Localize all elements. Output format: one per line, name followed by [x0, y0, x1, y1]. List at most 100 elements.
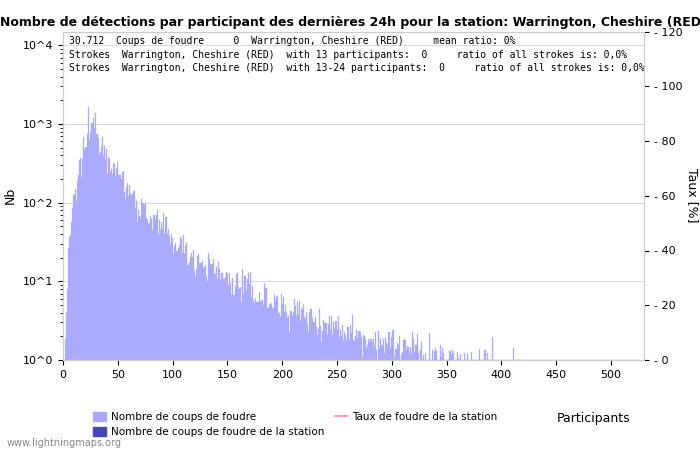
- Bar: [506, 360, 507, 450]
- Bar: [124, 192, 125, 450]
- Bar: [85, 147, 87, 450]
- Bar: [476, 360, 477, 450]
- Bar: [447, 360, 448, 450]
- Bar: [500, 360, 501, 450]
- Bar: [455, 360, 456, 450]
- Bar: [525, 360, 526, 450]
- Bar: [610, 360, 612, 450]
- Bar: [215, 274, 216, 450]
- Bar: [502, 360, 503, 450]
- Bar: [74, 189, 76, 450]
- Bar: [69, 238, 70, 450]
- Bar: [486, 353, 488, 450]
- Bar: [155, 216, 157, 450]
- Bar: [571, 360, 572, 450]
- Bar: [558, 360, 559, 450]
- Bar: [333, 322, 335, 450]
- Bar: [550, 360, 552, 450]
- Bar: [190, 253, 192, 450]
- Bar: [276, 297, 277, 450]
- Bar: [188, 261, 190, 450]
- Bar: [89, 140, 90, 450]
- Bar: [340, 330, 341, 450]
- Bar: [457, 351, 458, 450]
- Bar: [223, 279, 225, 450]
- Bar: [377, 360, 378, 450]
- Bar: [242, 269, 244, 450]
- Bar: [149, 223, 150, 450]
- Bar: [225, 277, 226, 450]
- Bar: [440, 345, 441, 450]
- Bar: [561, 360, 562, 450]
- Bar: [442, 348, 443, 450]
- Bar: [296, 316, 297, 450]
- Bar: [580, 360, 581, 450]
- Bar: [638, 360, 639, 450]
- Bar: [471, 352, 472, 450]
- Bar: [106, 149, 107, 450]
- Bar: [393, 357, 395, 450]
- Bar: [593, 360, 594, 450]
- Bar: [529, 360, 531, 450]
- Bar: [275, 301, 276, 450]
- Bar: [469, 360, 470, 450]
- Bar: [579, 360, 580, 450]
- Bar: [318, 329, 319, 450]
- Bar: [484, 350, 486, 450]
- Bar: [158, 235, 159, 450]
- Bar: [346, 342, 347, 450]
- Text: Strokes  Warrington, Cheshire (RED)  with 13-24 participants:  0     ratio of al: Strokes Warrington, Cheshire (RED) with …: [69, 63, 645, 73]
- Bar: [488, 360, 489, 450]
- Bar: [258, 302, 259, 450]
- Bar: [503, 360, 504, 450]
- Bar: [408, 347, 409, 450]
- Bar: [253, 300, 254, 450]
- Bar: [410, 347, 411, 450]
- Bar: [511, 360, 512, 450]
- Bar: [618, 360, 620, 450]
- Bar: [331, 316, 332, 450]
- Bar: [548, 360, 550, 450]
- Bar: [363, 335, 364, 450]
- Bar: [87, 134, 88, 450]
- Bar: [83, 137, 85, 450]
- Bar: [402, 352, 403, 450]
- Bar: [578, 360, 579, 450]
- Bar: [284, 312, 285, 450]
- Bar: [328, 324, 329, 450]
- Bar: [494, 360, 496, 450]
- Bar: [564, 360, 566, 450]
- Bar: [416, 334, 418, 450]
- Bar: [176, 251, 178, 450]
- Bar: [314, 317, 316, 450]
- Bar: [347, 327, 349, 450]
- Bar: [285, 305, 286, 450]
- Bar: [514, 360, 515, 450]
- Bar: [173, 254, 174, 450]
- Bar: [337, 315, 339, 450]
- Bar: [517, 360, 519, 450]
- Bar: [542, 360, 543, 450]
- Bar: [198, 254, 200, 450]
- Bar: [358, 331, 360, 450]
- Bar: [616, 360, 617, 450]
- Bar: [567, 360, 568, 450]
- Bar: [174, 246, 176, 450]
- Bar: [592, 360, 593, 450]
- Bar: [412, 333, 413, 450]
- Bar: [145, 203, 146, 450]
- Bar: [433, 360, 434, 450]
- Bar: [147, 220, 148, 450]
- Bar: [379, 348, 380, 450]
- Bar: [386, 342, 387, 450]
- Bar: [330, 330, 331, 450]
- Bar: [151, 219, 153, 450]
- Bar: [310, 309, 312, 450]
- Bar: [626, 360, 627, 450]
- Bar: [519, 360, 521, 450]
- Text: Strokes  Warrington, Cheshire (RED)  with 13 participants:  0     ratio of all s: Strokes Warrington, Cheshire (RED) with …: [69, 50, 627, 59]
- Bar: [482, 360, 484, 450]
- Bar: [345, 335, 346, 450]
- Bar: [248, 284, 250, 450]
- Bar: [448, 360, 449, 450]
